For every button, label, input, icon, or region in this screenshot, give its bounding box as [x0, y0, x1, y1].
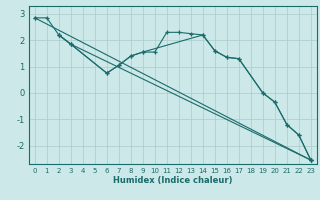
- X-axis label: Humidex (Indice chaleur): Humidex (Indice chaleur): [113, 176, 233, 185]
